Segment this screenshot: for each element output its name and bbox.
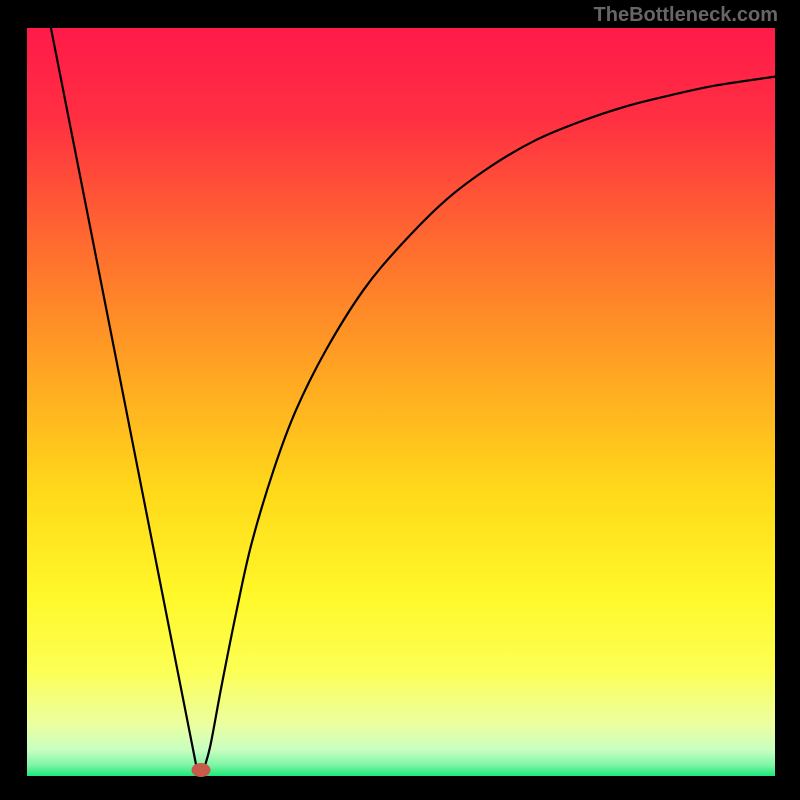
curve-svg xyxy=(27,28,775,776)
bottleneck-curve xyxy=(51,28,775,772)
watermark-text: TheBottleneck.com xyxy=(594,4,778,27)
minimum-marker xyxy=(191,763,210,777)
plot-area xyxy=(27,28,775,776)
